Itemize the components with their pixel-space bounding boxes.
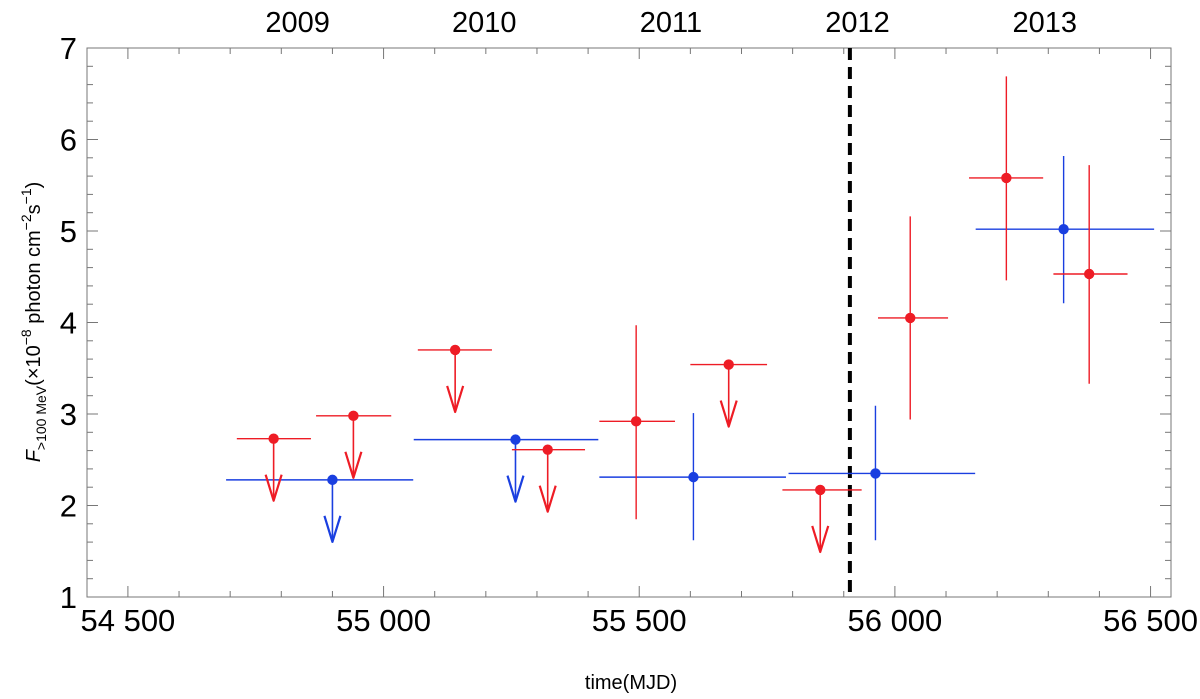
- y-tick-label: 5: [60, 214, 77, 249]
- blue-measurement: [975, 155, 1155, 304]
- y-tick-label: 3: [60, 397, 77, 432]
- blue-measurement-marker: [1058, 223, 1069, 235]
- year-labels: 2009 2010 2011 2012 2013: [265, 7, 1077, 39]
- red-upper-limit-arrow-head: [811, 525, 830, 554]
- red-upper-limit-marker: [268, 433, 279, 444]
- blue-measurement-marker: [688, 471, 699, 483]
- y-axis-label-exp-a: −8: [18, 329, 34, 345]
- red-upper-limit-marker: [542, 444, 553, 455]
- red-upper-limit-marker: [449, 344, 461, 356]
- y-axis-label-text-b: photon cm: [23, 230, 45, 329]
- blue-measurement-marker: [870, 468, 881, 479]
- y-tick-labels: 1 2 3 4 5 6 7: [60, 31, 77, 615]
- year-label: 2011: [640, 7, 702, 39]
- x-axis-label: time(MJD): [585, 672, 677, 694]
- red-measurement-marker: [905, 312, 916, 324]
- blue-upper-limit-marker: [510, 434, 521, 445]
- red-measurement-marker: [1001, 172, 1012, 184]
- data-series: [226, 76, 1155, 554]
- x-tick-label: 56 500: [1103, 603, 1198, 638]
- plot-border: [86, 47, 1172, 598]
- blue-upper-limit-arrow-head: [506, 475, 525, 503]
- x-tick-label: 55 500: [592, 603, 687, 638]
- year-label: 2009: [265, 7, 330, 39]
- y-tick-label: 2: [60, 489, 77, 524]
- x-tick-label: 55 000: [336, 603, 431, 638]
- blue-measurement: [788, 405, 976, 541]
- blue-upper-limit: [413, 434, 599, 503]
- red-upper-limit: [417, 344, 492, 414]
- red-measurement: [1053, 165, 1128, 384]
- red-measurement-marker: [630, 416, 642, 427]
- red-upper-limit-arrow-head: [538, 485, 557, 513]
- y-axis-label-exp-c: −1: [18, 188, 34, 204]
- y-axis-label: F>100 MeV(×10−8 photon cm−2s−1): [18, 182, 49, 463]
- red-upper-limit-marker: [815, 484, 826, 496]
- red-upper-limit: [316, 410, 392, 479]
- y-axis-label-text-d: ): [23, 182, 45, 189]
- y-tick-label: 6: [60, 123, 77, 158]
- y-axis-label-text-a: (×10: [23, 345, 45, 386]
- red-upper-limit-marker: [348, 410, 359, 422]
- red-measurement-marker: [1083, 268, 1095, 280]
- red-upper-limit: [690, 359, 768, 428]
- red-upper-limit-marker: [723, 359, 734, 370]
- red-upper-limit: [236, 433, 311, 502]
- blue-measurement: [599, 413, 786, 541]
- x-tick-label: 54 500: [80, 603, 175, 638]
- blue-upper-limit-marker: [327, 474, 338, 486]
- y-axis-label-text-c: s: [23, 204, 45, 214]
- x-tick-label: 56 000: [847, 603, 942, 638]
- red-measurement: [599, 325, 676, 520]
- axis-ticks: [87, 47, 1171, 598]
- red-measurement: [878, 216, 949, 420]
- blue-upper-limit-arrow-head: [323, 515, 342, 543]
- blue-upper-limit: [226, 474, 414, 543]
- y-tick-label: 7: [60, 31, 77, 66]
- red-upper-limit-arrow-head: [264, 474, 283, 502]
- red-upper-limit: [782, 484, 862, 554]
- y-axis-label-exp-b: −2: [18, 214, 34, 230]
- red-upper-limit-arrow-head: [446, 385, 465, 414]
- red-measurement: [969, 76, 1044, 281]
- year-label: 2012: [825, 7, 890, 39]
- y-tick-label: 1: [60, 580, 77, 615]
- year-label: 2013: [1012, 7, 1077, 39]
- red-upper-limit: [511, 444, 586, 513]
- y-tick-label: 4: [60, 306, 77, 341]
- x-tick-labels: 54 500 55 000 55 500 56 000 56 500: [80, 603, 1197, 638]
- y-axis-label-symbol: F: [23, 448, 45, 462]
- red-upper-limit-arrow-head: [719, 400, 738, 428]
- year-label: 2010: [452, 7, 517, 39]
- plot-frame: [86, 47, 1172, 598]
- red-upper-limit-arrow-head: [344, 451, 363, 479]
- y-axis-label-subscript: >100 MeV: [33, 385, 49, 450]
